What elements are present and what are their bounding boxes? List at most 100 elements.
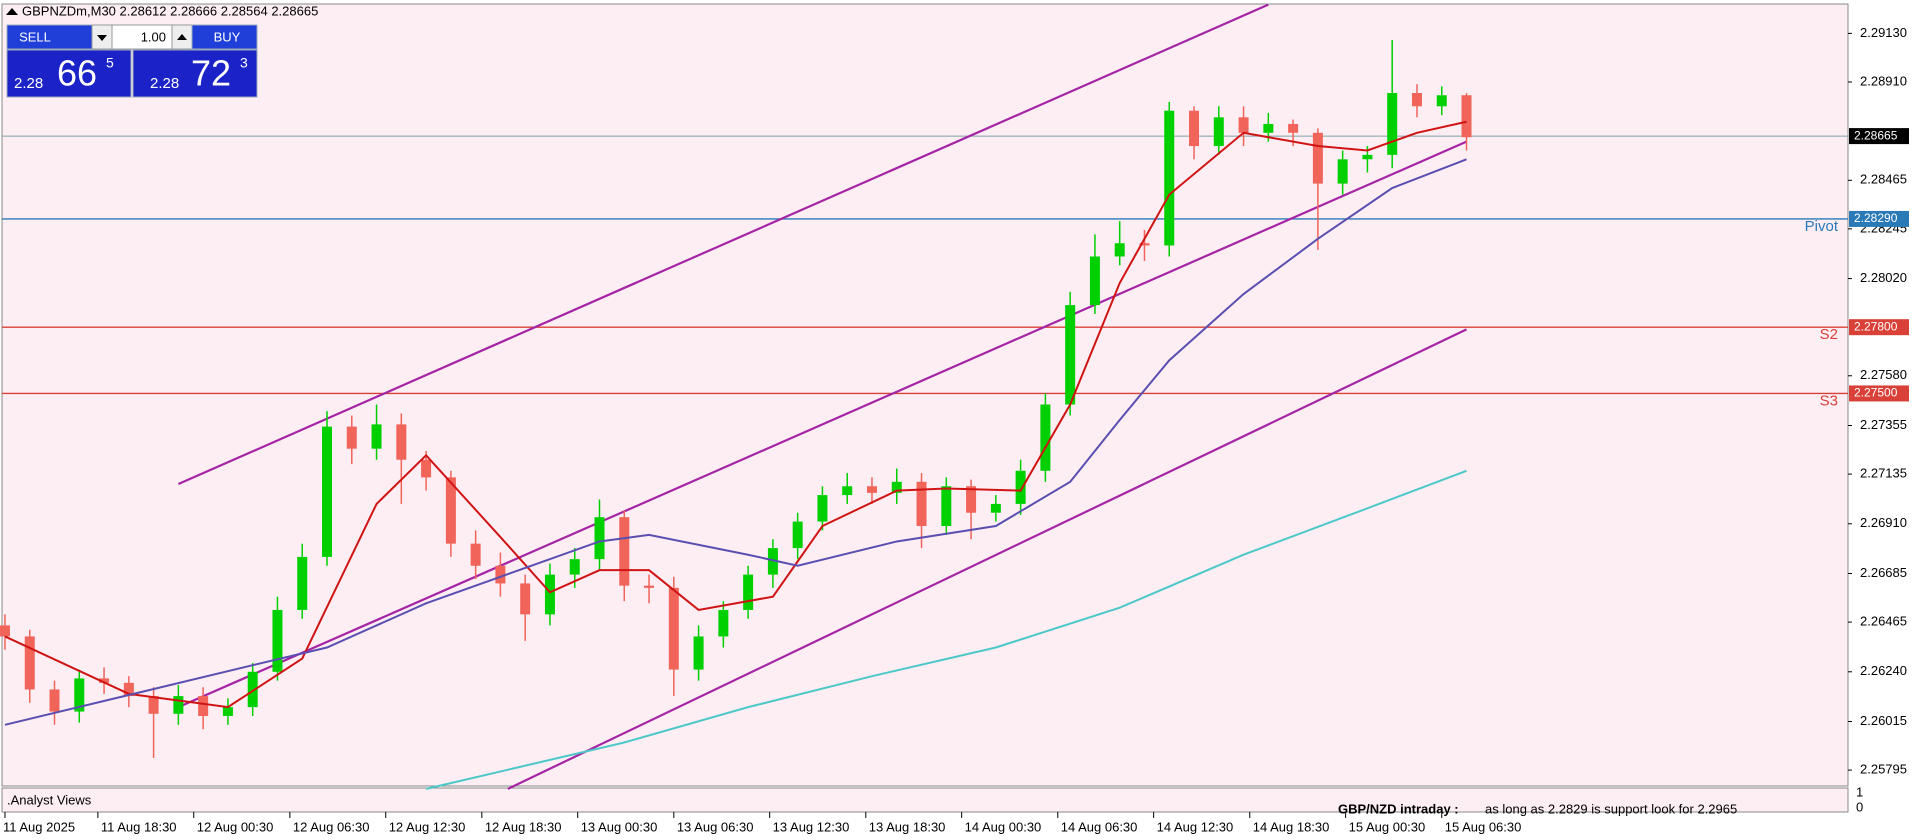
candle-body bbox=[916, 481, 927, 526]
candle-body bbox=[1238, 117, 1249, 133]
x-tick-label: 12 Aug 00:30 bbox=[197, 819, 274, 834]
level-name: S3 bbox=[1820, 392, 1838, 409]
chart-area bbox=[1, 3, 1849, 787]
candle-body bbox=[1089, 256, 1100, 306]
sell-label: SELL bbox=[19, 29, 51, 44]
candle-body bbox=[173, 696, 184, 714]
candle-body bbox=[1065, 305, 1076, 405]
candle-body bbox=[1263, 123, 1274, 133]
y-tick-label: 2.26240 bbox=[1860, 663, 1907, 678]
x-tick-label: 13 Aug 00:30 bbox=[581, 819, 658, 834]
y-tick-label: 2.25795 bbox=[1860, 762, 1907, 777]
candle-body bbox=[1312, 132, 1323, 184]
x-tick-label: 14 Aug 12:30 bbox=[1157, 819, 1234, 834]
candle-body bbox=[1436, 95, 1447, 107]
candle-body bbox=[297, 556, 308, 610]
x-tick-label: 12 Aug 06:30 bbox=[293, 819, 370, 834]
indicator-area bbox=[1, 787, 1849, 813]
current-price-tag bbox=[1849, 128, 1909, 145]
level-tag bbox=[1849, 210, 1909, 227]
volume-input[interactable] bbox=[111, 24, 173, 50]
candle-body bbox=[198, 696, 209, 716]
candle-body bbox=[520, 583, 531, 615]
candle-body bbox=[544, 574, 555, 615]
y-tick-label: 2.28465 bbox=[1860, 172, 1907, 187]
level-tag-label: 2.27800 bbox=[1854, 319, 1898, 333]
ask-big: 72 bbox=[191, 53, 231, 94]
candle-body bbox=[1139, 243, 1150, 246]
y-tick-label: 2.28910 bbox=[1860, 73, 1907, 88]
trend-line bbox=[177, 3, 1269, 486]
bid-box[interactable] bbox=[6, 49, 132, 98]
candle-body bbox=[1387, 93, 1398, 155]
candle-body bbox=[0, 625, 10, 637]
arrow-up bbox=[177, 34, 187, 40]
symbol-info: GBPNZDm,M30 2.28612 2.28666 2.28564 2.28… bbox=[22, 3, 318, 18]
y-tick-label: 2.26910 bbox=[1860, 515, 1907, 530]
candle-body bbox=[743, 574, 754, 610]
candle-body bbox=[1411, 93, 1422, 107]
x-tick-label: 13 Aug 18:30 bbox=[869, 819, 946, 834]
candle-body bbox=[371, 424, 382, 449]
candle-body bbox=[1362, 154, 1373, 160]
indicator-scale-bottom: 0 bbox=[1856, 799, 1863, 814]
indicator-scale-top: 1 bbox=[1856, 784, 1863, 799]
candle-body bbox=[792, 521, 803, 549]
candle-body bbox=[594, 517, 605, 560]
candle-body bbox=[966, 486, 977, 513]
trend-line bbox=[177, 140, 1467, 709]
candle-body bbox=[346, 426, 357, 449]
plot: 2.291302.289102.284652.282452.280202.275… bbox=[0, 3, 1909, 834]
y-tick-label: 2.27135 bbox=[1860, 466, 1907, 481]
candle-body bbox=[817, 495, 828, 522]
candle-body bbox=[396, 424, 407, 460]
level-tag bbox=[1849, 385, 1909, 402]
candle-body bbox=[1015, 470, 1026, 504]
y-tick-label: 2.27580 bbox=[1860, 367, 1907, 382]
candle-body bbox=[891, 481, 902, 493]
candle-body bbox=[148, 696, 159, 714]
buy-button[interactable] bbox=[191, 24, 258, 50]
candle-body bbox=[1213, 117, 1224, 147]
candle-body bbox=[222, 707, 233, 716]
x-tick-label: 12 Aug 18:30 bbox=[485, 819, 562, 834]
volume-value: 1.00 bbox=[141, 29, 166, 44]
level-tag-label: 2.27500 bbox=[1854, 386, 1898, 400]
candle-body bbox=[123, 682, 134, 697]
candle-body bbox=[767, 548, 778, 575]
candle-body bbox=[1189, 110, 1200, 147]
ask-box[interactable] bbox=[132, 49, 258, 98]
candle-body bbox=[866, 486, 877, 493]
y-tick-label: 2.27355 bbox=[1860, 417, 1907, 432]
comment-text: as long as 2.2829 is support look for 2.… bbox=[1485, 801, 1737, 816]
candle-body bbox=[49, 689, 60, 712]
candle-body bbox=[99, 678, 110, 683]
y-tick-label: 2.26685 bbox=[1860, 565, 1907, 580]
x-tick-label: 13 Aug 12:30 bbox=[773, 819, 850, 834]
candle-body bbox=[495, 565, 506, 584]
candle-body bbox=[941, 486, 952, 526]
ask-prefix: 2.28 bbox=[150, 75, 179, 92]
candle-body bbox=[1288, 123, 1299, 133]
bid-big: 66 bbox=[57, 53, 97, 94]
menu-icon[interactable] bbox=[6, 8, 18, 15]
candle-body bbox=[322, 426, 333, 557]
comment-heading: GBP/NZD intraday : bbox=[1338, 801, 1459, 816]
y-tick-label: 2.29130 bbox=[1860, 25, 1907, 40]
candle-body bbox=[421, 459, 432, 478]
candle-body bbox=[718, 609, 729, 637]
x-tick-label: 14 Aug 00:30 bbox=[965, 819, 1042, 834]
moving-average bbox=[425, 469, 1467, 790]
current-price-label: 2.28665 bbox=[1854, 128, 1898, 142]
trade-panel: SELL 1.00 BUY 2.28 66 5 2.28 72 3 bbox=[6, 24, 258, 98]
x-tick-label: 12 Aug 12:30 bbox=[389, 819, 466, 834]
y-tick-label: 2.26015 bbox=[1860, 713, 1907, 728]
candle-body bbox=[1461, 95, 1472, 138]
candle-body bbox=[1114, 243, 1125, 257]
candle-body bbox=[569, 559, 580, 575]
x-tick-label: 13 Aug 06:30 bbox=[677, 819, 754, 834]
moving-average bbox=[4, 158, 1467, 726]
level-name: Pivot bbox=[1805, 218, 1839, 235]
